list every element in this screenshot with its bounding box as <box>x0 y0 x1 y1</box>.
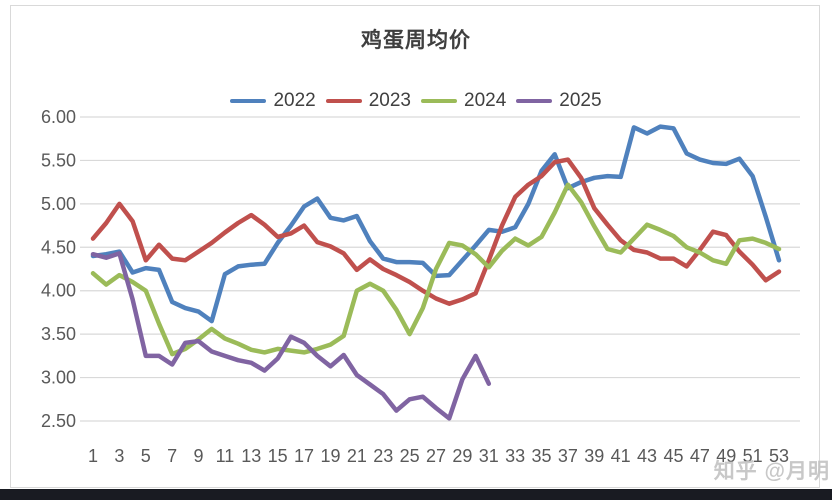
chart-legend: 2022 2023 2024 2025 <box>0 90 832 112</box>
series-line-2024 <box>90 182 782 357</box>
legend-item-2022: 2022 <box>230 90 316 112</box>
legend-item-2024: 2024 <box>421 90 506 112</box>
x-axis-tick-label: 39 <box>584 446 604 466</box>
legend-label-2025: 2025 <box>559 90 602 111</box>
legend-line-2023-swatch <box>325 98 362 104</box>
legend-label-2024: 2024 <box>464 90 507 111</box>
x-axis-tick-label: 23 <box>373 446 393 466</box>
x-axis-tick-label: 47 <box>690 446 710 466</box>
legend-item-2025: 2025 <box>516 90 602 112</box>
series-line-2022 <box>90 124 782 324</box>
x-axis-tick-label: 35 <box>532 446 552 466</box>
bottom-edge-bar <box>0 489 832 500</box>
legend-label-2022: 2022 <box>273 90 316 111</box>
x-axis-tick-label: 49 <box>716 446 736 466</box>
x-axis-tick-label: 15 <box>268 446 288 466</box>
x-axis-tick-label: 27 <box>426 446 446 466</box>
x-axis-tick-label: 53 <box>769 446 789 466</box>
x-axis-tick-label: 51 <box>743 446 763 466</box>
legend-label-2023: 2023 <box>368 90 411 111</box>
x-axis-tick-label: 3 <box>114 446 124 466</box>
y-axis-tick-label: 4.50 <box>41 237 76 257</box>
legend-line-2024-swatch <box>421 98 457 104</box>
x-axis-tick-label: 45 <box>663 446 683 466</box>
legend-item-2023: 2023 <box>325 90 411 112</box>
x-axis-tick-label: 7 <box>167 446 177 466</box>
y-axis-tick-label: 2.50 <box>41 411 76 431</box>
legend-line-2022-swatch <box>230 98 267 104</box>
x-axis-tick-label: 13 <box>241 446 261 466</box>
x-axis-tick-label: 25 <box>400 446 420 466</box>
x-axis-tick-label: 17 <box>294 446 314 466</box>
page-title: 鸡蛋周均价 <box>361 28 471 52</box>
y-axis-tick-label: 4.00 <box>41 281 76 301</box>
legend-line-2025-swatch <box>516 98 553 104</box>
x-axis-tick-label: 43 <box>637 446 657 466</box>
x-axis-tick-label: 11 <box>216 446 235 466</box>
series-line-2025 <box>90 251 492 421</box>
x-axis-tick-label: 9 <box>194 446 204 466</box>
x-axis-tick-label: 41 <box>611 446 631 466</box>
x-axis-tick-label: 29 <box>452 446 472 466</box>
y-axis-tick-label: 5.00 <box>41 194 76 214</box>
y-axis-tick-label: 5.50 <box>41 150 76 170</box>
x-axis-tick-label: 31 <box>479 446 499 466</box>
x-axis-tick-label: 33 <box>505 446 525 466</box>
x-axis-tick-label: 5 <box>141 446 151 466</box>
x-axis-tick-label: 21 <box>347 446 367 466</box>
y-axis-tick-label: 3.00 <box>41 368 76 388</box>
watermark: 知乎 @月明 <box>713 460 830 483</box>
x-axis-tick-label: 1 <box>88 446 98 466</box>
x-axis-tick-label: 37 <box>558 446 578 466</box>
y-axis-tick-label: 6.00 <box>41 107 76 127</box>
series-line-2023 <box>90 157 782 306</box>
y-axis-tick-label: 3.50 <box>41 324 76 344</box>
x-axis-tick-label: 19 <box>320 446 340 466</box>
